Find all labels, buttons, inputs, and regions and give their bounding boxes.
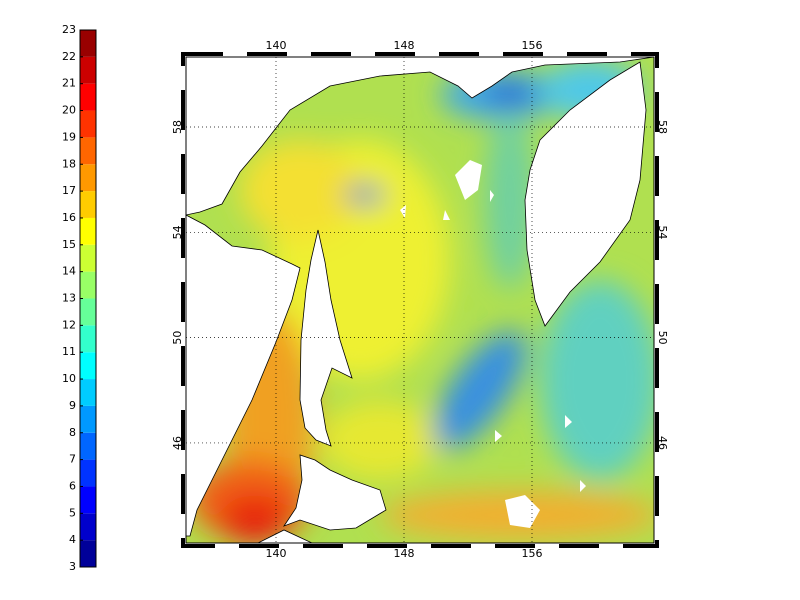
- colorbar-tick-label: 23: [62, 23, 76, 36]
- colorbar-segment: [80, 110, 96, 138]
- colorbar-tick-label: 15: [62, 238, 76, 251]
- colorbar-segment: [80, 191, 96, 218]
- colorbar-tick-label: 18: [62, 157, 76, 170]
- colorbar-tick-label: 12: [62, 318, 76, 331]
- colorbar-tick-label: 11: [62, 345, 76, 358]
- colorbar-segment: [80, 513, 96, 541]
- lon-label-top: 156: [522, 39, 543, 52]
- colorbar-tick-label: 5: [69, 506, 76, 519]
- colorbar-segment: [80, 352, 96, 380]
- lon-label-top: 148: [394, 39, 415, 52]
- lat-label-right: 46: [656, 436, 669, 450]
- colorbar-tick-label: 17: [62, 184, 76, 197]
- kamchatka: [524, 61, 647, 327]
- colorbar-tick-label: 16: [62, 211, 76, 224]
- colorbar-segment: [80, 83, 96, 111]
- map-frame: [185, 56, 655, 544]
- colorbar-tick-label: 4: [69, 533, 76, 546]
- colorbar-segment: [80, 56, 96, 84]
- colorbar-segment: [80, 486, 96, 514]
- colorbar-segment: [80, 459, 96, 487]
- lat-label-left: 54: [171, 225, 184, 239]
- colorbar: 3 4 5 6 7 8 9 10 11 12 13 14 15 16 17 18 19 20 21 22 23: [62, 23, 97, 573]
- graticule: 140 140 148 148 156 156 58 58 54 54 50 50 46 46: [171, 39, 669, 560]
- colorbar-segment: [80, 217, 96, 245]
- lon-label-bottom: 140: [266, 547, 287, 560]
- colorbar-tick-label: 21: [62, 77, 76, 90]
- colorbar-segment: [80, 244, 96, 272]
- colorbar-tick-label: 3: [69, 560, 76, 573]
- sst-field: [186, 57, 654, 543]
- colorbar-segment: [80, 298, 96, 326]
- hokkaido: [282, 454, 387, 531]
- sakhalin: [299, 229, 353, 447]
- lat-label-left: 50: [171, 331, 184, 345]
- colorbar-segment: [80, 164, 96, 192]
- colorbar-segment: [80, 137, 96, 165]
- lat-label-right: 54: [656, 225, 669, 239]
- map-border: [181, 52, 659, 548]
- colorbar-outline: [79, 29, 97, 568]
- colorbar-segment: [80, 405, 96, 433]
- colorbar-segment: [80, 325, 96, 353]
- colorbar-tick-label: 19: [62, 130, 76, 143]
- lat-label-right: 58: [656, 120, 669, 134]
- colorbar-tick-label: 6: [69, 479, 76, 492]
- colorbar-tick-label: 8: [69, 426, 76, 439]
- honshu: [257, 529, 313, 543]
- colorbar-segment: [80, 271, 96, 299]
- land-mainland: [186, 214, 301, 537]
- lon-label-top: 140: [266, 39, 287, 52]
- colorbar-segment: [80, 432, 96, 460]
- colorbar-segment: [80, 30, 96, 57]
- colorbar-tick-label: 14: [62, 265, 76, 278]
- lat-label-right: 50: [656, 331, 669, 345]
- colorbar-tick-label: 20: [62, 104, 76, 117]
- land-north: [186, 57, 654, 216]
- lat-label-left: 46: [171, 436, 184, 450]
- lat-label-left: 58: [171, 120, 184, 134]
- colorbar-segment: [80, 379, 96, 406]
- colorbar-tick-label: 7: [69, 453, 76, 466]
- lon-label-bottom: 148: [394, 547, 415, 560]
- colorbar-tick-label: 9: [69, 399, 76, 412]
- colorbar-tick-label: 22: [62, 50, 76, 63]
- colorbar-tick-label: 13: [62, 292, 76, 305]
- lon-label-bottom: 156: [522, 547, 543, 560]
- colorbar-tick-label: 10: [62, 372, 76, 385]
- colorbar-segment: [80, 540, 96, 567]
